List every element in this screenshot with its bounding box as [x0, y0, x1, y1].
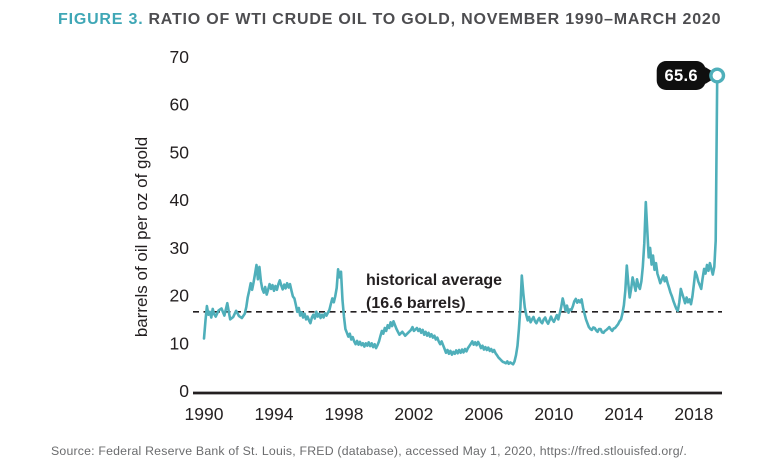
value-badge-box [656, 61, 706, 90]
y-tick-label-70: 70 [170, 47, 190, 67]
source-note: Source: Federal Reserve Bank of St. Loui… [51, 444, 687, 458]
figure-title: FIGURE 3. RATIO OF WTI CRUDE OIL TO GOLD,… [58, 11, 721, 29]
y-tick-label-0: 0 [179, 381, 189, 401]
x-tick-label-1990: 1990 [185, 404, 224, 424]
x-tick-label-2014: 2014 [604, 404, 643, 424]
value-badge-label: 65.6 [665, 67, 698, 85]
x-tick-label-2010: 2010 [534, 404, 573, 424]
y-tick-label-20: 20 [170, 286, 190, 306]
x-tick-label-1998: 1998 [325, 404, 364, 424]
y-tick-label-50: 50 [170, 142, 190, 162]
end-point-marker [709, 67, 726, 84]
x-tick-label-2018: 2018 [674, 404, 713, 424]
average-annotation-line2: (16.6 barrels) [366, 295, 466, 312]
figure-title-text: RATIO OF WTI CRUDE OIL TO GOLD, NOVEMBER… [148, 11, 722, 28]
x-tick-label-1994: 1994 [255, 404, 294, 424]
average-annotation-line1: historical average [366, 272, 502, 289]
figure-label: FIGURE 3. [58, 11, 144, 28]
y-tick-label-10: 10 [170, 333, 190, 353]
y-tick-label-30: 30 [170, 238, 190, 258]
y-tick-label-60: 60 [170, 95, 190, 115]
ratio-line [202, 76, 719, 366]
y-axis-title: barrels of oil per oz of gold [132, 137, 151, 337]
y-tick-label-40: 40 [170, 190, 190, 210]
x-tick-label-2002: 2002 [394, 404, 433, 424]
x-tick-label-2006: 2006 [464, 404, 503, 424]
